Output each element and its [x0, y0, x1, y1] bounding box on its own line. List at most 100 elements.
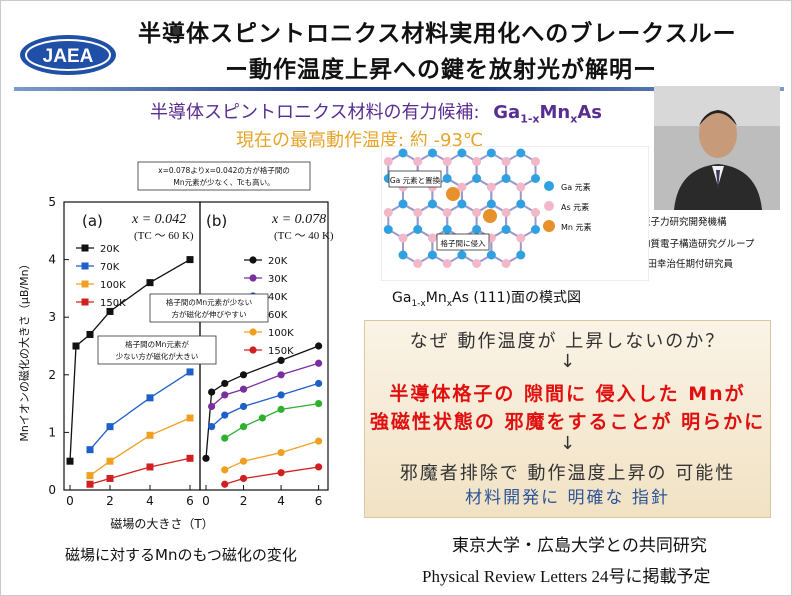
y-tick-label: 1 — [48, 425, 56, 439]
data-point — [146, 463, 154, 471]
ga-atom — [516, 148, 526, 158]
researcher-name: 竹田幸治任期付研究員 — [638, 259, 734, 270]
data-point — [106, 423, 114, 431]
page-subtitle: ー動作温度上昇への鍵を放射光が解明ー — [225, 57, 657, 83]
page-title: 半導体スピントロニクス材料実用化へのブレークスルー — [138, 21, 737, 47]
panel-b-tc: (TC ～ 40 K) — [274, 230, 334, 242]
data-point — [315, 359, 323, 367]
researcher-photo — [654, 86, 780, 210]
data-point — [146, 394, 154, 402]
data-point — [315, 379, 323, 388]
series-line — [205, 345, 319, 459]
data-point — [277, 405, 285, 413]
as-atom — [472, 259, 482, 268]
data-point — [146, 279, 154, 287]
legend-ga: Ga 元素 — [561, 182, 591, 192]
as-atom — [398, 233, 408, 243]
researcher-org: 日本原子力研究開発機構 — [622, 217, 727, 228]
x-tick-label: 4 — [277, 494, 285, 508]
legend-label: 30K — [268, 274, 288, 285]
researcher-group: 先端物質電子構造研究グループ — [622, 239, 755, 250]
data-point — [315, 400, 323, 408]
legend-as-dot — [544, 201, 554, 211]
legend-marker — [249, 274, 257, 282]
legend-label: 20K — [268, 256, 288, 267]
label-substitution-box — [388, 170, 442, 188]
summary-guideline: 材料開発に 明確な 指針 — [465, 488, 670, 508]
data-point — [186, 454, 194, 462]
ga-atom — [457, 148, 467, 158]
label-interstitial: 格子間に侵入 — [441, 238, 486, 248]
collaboration: 東京大学・広島大学との共同研究 — [452, 536, 707, 556]
legend-ga-dot — [544, 181, 554, 191]
as-atom — [531, 157, 541, 166]
as-atom — [413, 157, 423, 166]
ga-atom — [398, 148, 408, 158]
data-point — [239, 457, 248, 465]
logo-text: JAEA — [43, 46, 94, 67]
legend-marker — [249, 256, 257, 264]
series-line — [224, 466, 319, 485]
legend-mn: Mn 元素 — [561, 222, 592, 232]
data-point — [86, 472, 94, 480]
chart-caption: 磁場に対するMnのもつ磁化の変化 — [65, 546, 297, 564]
svg-text:Mn元素が少なく、Tcも高い。: Mn元素が少なく、Tcも高い。 — [173, 177, 274, 187]
lattice-diagram: Ga 元素と置換 格子間に侵入 Ga 元素 As 元素 Mn 元素 — [381, 146, 649, 281]
summary-finding-1: 半導体格子の 隙間に 侵入した Mnが — [389, 383, 746, 405]
legend-label: 60K — [268, 310, 288, 321]
y-tick-label: 0 — [48, 483, 56, 497]
legend-marker — [81, 298, 89, 306]
legend-label: 150K — [100, 298, 126, 309]
data-point — [106, 474, 114, 482]
as-atom — [413, 208, 423, 217]
as-atom — [413, 259, 423, 268]
svg-text:少ない方が磁化が大きい: 少ない方が磁化が大きい — [116, 351, 199, 361]
panel-b-label: (b) — [206, 212, 227, 230]
mn-atom — [483, 209, 497, 223]
legend-as: As 元素 — [561, 202, 589, 212]
legend-label: 20K — [100, 244, 120, 255]
data-point — [186, 414, 194, 422]
data-point — [277, 371, 285, 379]
ga-atom — [398, 199, 408, 209]
callout-low: 格子間のMn元素が 少ない方が磁化が大きい — [97, 335, 217, 365]
data-point — [239, 371, 248, 379]
data-point — [106, 457, 114, 465]
ga-atom — [427, 250, 437, 260]
summary-finding-2: 強磁性状態の 邪魔をすることが 明らかに — [369, 411, 766, 433]
data-point — [239, 474, 248, 483]
data-point — [315, 463, 323, 471]
as-atom — [427, 233, 437, 243]
mn-atom — [446, 187, 460, 201]
series-line — [89, 457, 191, 485]
as-atom — [531, 208, 541, 217]
as-atom — [501, 259, 511, 268]
ga-atom — [501, 225, 511, 234]
series-line — [224, 440, 319, 471]
plot-frame-1 — [199, 201, 329, 491]
y-axis-label: Mnイオンの磁化の大きさ（μB/Mn） — [17, 258, 31, 441]
data-point — [239, 402, 248, 411]
ga-atom — [531, 174, 541, 183]
ga-atom — [413, 225, 423, 234]
ga-atom — [427, 199, 437, 209]
data-point — [221, 411, 229, 419]
data-point — [66, 457, 74, 465]
summary-conclusion: 邪魔者排除で 動作温度上昇の 可能性 — [399, 463, 736, 484]
ga-atom — [486, 148, 496, 158]
data-point — [221, 480, 229, 488]
ga-atom — [472, 225, 482, 234]
ga-atom — [442, 174, 452, 183]
data-point — [258, 414, 266, 422]
ga-atom — [516, 199, 526, 209]
data-point — [86, 480, 94, 488]
panel-b-annotation: x = 0.078 — [271, 212, 326, 227]
data-point — [186, 256, 194, 264]
data-point — [208, 423, 216, 431]
as-atom — [472, 157, 482, 166]
data-point — [202, 454, 210, 462]
svg-text:格子間のMn元素が少ない: 格子間のMn元素が少ない — [166, 297, 252, 307]
candidate-line: 半導体スピントロニクス材料の有力候補: Ga1-xMnxAs — [150, 102, 603, 126]
ga-atom — [457, 250, 467, 260]
ga-atom — [383, 225, 393, 234]
